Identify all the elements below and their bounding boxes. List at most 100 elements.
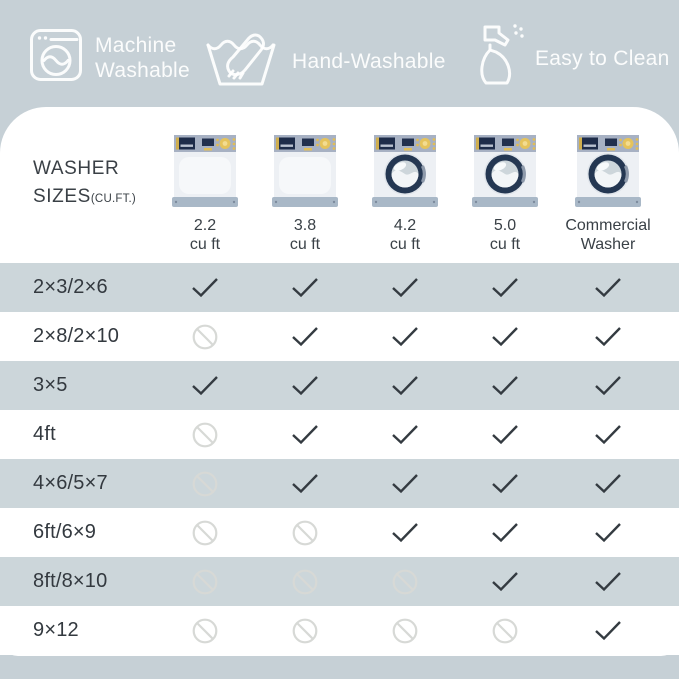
check-icon <box>292 474 318 494</box>
compatibility-cell <box>483 361 527 410</box>
hand-wash-icon <box>203 29 279 94</box>
compatibility-cell <box>586 459 630 508</box>
compatibility-cell <box>483 557 527 606</box>
check-icon <box>292 425 318 445</box>
check-icon <box>595 523 621 543</box>
not-allowed-icon <box>192 422 218 447</box>
table-row: 2×8/2×10 <box>0 312 679 361</box>
not-allowed-icon <box>392 569 418 594</box>
compatibility-cell <box>483 410 527 459</box>
compatibility-cell <box>183 508 227 557</box>
compatibility-cell <box>483 263 527 312</box>
compatibility-cell <box>586 312 630 361</box>
check-icon <box>292 327 318 347</box>
table-row: 4×6/5×7 <box>0 459 679 508</box>
feature-label: Machine Washable <box>95 33 191 82</box>
compatibility-cell <box>283 459 327 508</box>
washer-column: 3.8 cu ft <box>245 127 365 254</box>
check-icon <box>595 621 621 641</box>
feature-label: Easy to Clean <box>535 47 670 70</box>
washer-column: 2.2 cu ft <box>145 127 265 254</box>
compatibility-cell <box>383 557 427 606</box>
check-icon <box>392 327 418 347</box>
check-icon <box>595 327 621 347</box>
check-icon <box>392 474 418 494</box>
compatibility-cell <box>183 263 227 312</box>
check-icon <box>492 278 518 298</box>
rug-size-label: 8ft/8×10 <box>33 570 108 592</box>
compatibility-cell <box>483 459 527 508</box>
rug-size-label: 3×5 <box>33 374 68 396</box>
check-icon <box>392 278 418 298</box>
check-icon <box>595 572 621 592</box>
compatibility-cell <box>383 263 427 312</box>
compatibility-cell <box>383 606 427 655</box>
compatibility-cell <box>283 263 327 312</box>
table-row: 2×3/2×6 <box>0 263 679 312</box>
check-icon <box>492 572 518 592</box>
check-icon <box>392 376 418 396</box>
not-allowed-icon <box>192 618 218 643</box>
rug-size-label: 6ft/6×9 <box>33 521 97 543</box>
compatibility-cell <box>483 312 527 361</box>
compatibility-cell <box>183 606 227 655</box>
washer-illustration <box>372 135 438 207</box>
comparison-card: WASHER SIZES(CU.FT.) 2.2 cu ft <box>0 107 679 656</box>
washer-illustration <box>575 135 641 207</box>
check-icon <box>595 278 621 298</box>
check-icon <box>492 523 518 543</box>
compatibility-cell <box>283 410 327 459</box>
washer-size-label: 2.2 cu ft <box>189 217 221 253</box>
rug-size-label: 4ft <box>33 423 56 445</box>
check-icon <box>292 376 318 396</box>
rug-size-label: 9×12 <box>33 619 79 641</box>
feature-machine-washable: Machine Washable <box>28 27 190 88</box>
compatibility-cell <box>586 557 630 606</box>
table-corner-title: WASHER SIZES(CU.FT.) <box>33 158 136 207</box>
cuft-suffix: (CU.FT.) <box>90 193 136 205</box>
table-row: 8ft/8×10 <box>0 557 679 606</box>
not-allowed-icon <box>192 471 218 496</box>
compatibility-cell <box>586 263 630 312</box>
check-icon <box>595 376 621 396</box>
washer-illustration <box>472 135 538 207</box>
table-row: 9×12 <box>0 606 679 655</box>
not-allowed-icon <box>192 324 218 349</box>
check-icon <box>492 474 518 494</box>
compatibility-cell <box>586 606 630 655</box>
compatibility-cell <box>586 361 630 410</box>
washer-illustration <box>172 135 238 207</box>
check-icon <box>392 523 418 543</box>
compatibility-cell <box>183 312 227 361</box>
not-allowed-icon <box>292 569 318 594</box>
washing-machine-icon <box>28 27 84 88</box>
compatibility-cell <box>383 410 427 459</box>
check-icon <box>595 474 621 494</box>
check-icon <box>595 425 621 445</box>
not-allowed-icon <box>492 618 518 643</box>
feature-hand-washable: Hand-Washable <box>203 29 446 94</box>
table-row: 6ft/6×9 <box>0 508 679 557</box>
size-rows: 2×3/2×6 2×8/2×10 3×5 4ft 4×6/5×7 6ft/6×9… <box>0 263 679 655</box>
compatibility-cell <box>483 606 527 655</box>
check-icon <box>192 376 218 396</box>
washer-size-label: 5.0 cu ft <box>489 217 521 253</box>
not-allowed-icon <box>392 618 418 643</box>
compatibility-cell <box>383 508 427 557</box>
compatibility-cell <box>283 606 327 655</box>
table-row: 3×5 <box>0 361 679 410</box>
rug-size-label: 2×8/2×10 <box>33 325 120 347</box>
not-allowed-icon <box>192 520 218 545</box>
compatibility-cell <box>183 557 227 606</box>
compatibility-cell <box>283 508 327 557</box>
compatibility-cell <box>183 459 227 508</box>
check-icon <box>292 278 318 298</box>
spray-bottle-icon <box>474 21 526 96</box>
washer-column: 4.2 cu ft <box>345 127 465 254</box>
compatibility-cell <box>183 361 227 410</box>
not-allowed-icon <box>292 618 318 643</box>
table-row: 4ft <box>0 410 679 459</box>
washer-size-label: 4.2 cu ft <box>389 217 421 253</box>
compatibility-cell <box>483 508 527 557</box>
